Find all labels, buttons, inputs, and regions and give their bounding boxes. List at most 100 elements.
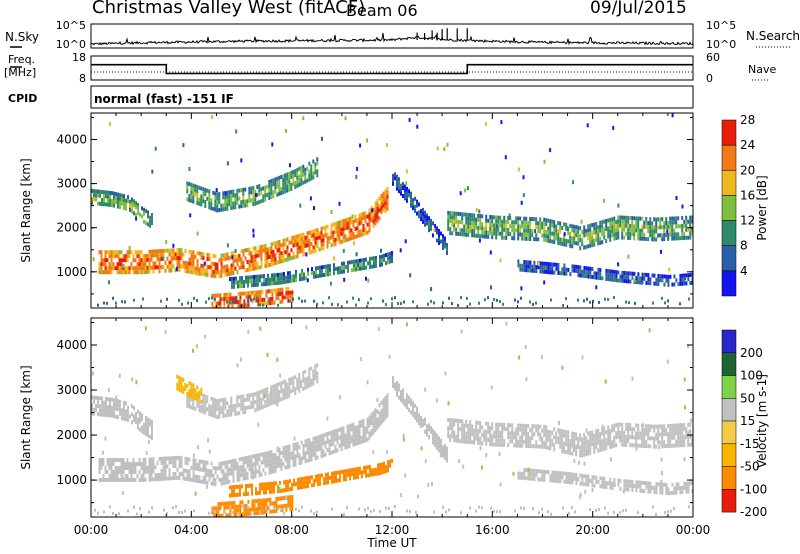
power-cell — [365, 265, 367, 270]
power-cell — [408, 193, 410, 198]
power-cell — [378, 208, 381, 213]
power-cell — [249, 295, 252, 299]
power-cell — [257, 290, 260, 295]
power-cell — [257, 282, 259, 287]
velocity-cell — [226, 464, 229, 469]
velocity-cell — [250, 466, 253, 471]
power-cell — [273, 273, 275, 278]
velocity-cell — [298, 388, 301, 393]
power-cell — [182, 252, 185, 257]
power-cell — [418, 210, 420, 215]
power-cell — [337, 266, 339, 271]
power-cell — [659, 278, 662, 283]
power-cell — [151, 221, 153, 225]
power-cell — [314, 244, 317, 249]
power-cell — [579, 234, 582, 239]
power-cell — [557, 271, 560, 275]
velocity-cell — [565, 450, 568, 455]
velocity-cell — [589, 443, 592, 447]
velocity-cell — [305, 484, 307, 489]
velocity-cell — [463, 435, 466, 440]
velocity-cell — [205, 484, 208, 489]
velocity-cell — [93, 399, 95, 404]
velocity-cell — [587, 439, 590, 444]
power-cell — [593, 275, 596, 280]
velocity-cell — [372, 426, 375, 431]
velocity-cell — [569, 476, 572, 481]
power-cell — [575, 264, 578, 269]
power-cell — [273, 300, 276, 305]
velocity-cell — [123, 416, 125, 421]
velocity-cell — [154, 473, 157, 478]
velocity-cell — [304, 381, 307, 386]
power-cell — [286, 237, 289, 242]
power-cell — [609, 221, 612, 226]
power-cell — [412, 202, 414, 207]
power-cell — [278, 183, 281, 188]
velocity-cell — [334, 437, 337, 442]
power-cell — [133, 203, 135, 208]
power-cell — [386, 190, 389, 195]
power-cell — [440, 231, 442, 236]
power-cell — [120, 258, 123, 263]
velocity-cell — [515, 439, 518, 444]
power-cell — [314, 166, 317, 171]
velocity-cell — [180, 376, 183, 381]
power-cell — [397, 301, 399, 305]
power-cell — [200, 198, 203, 203]
power-cell — [279, 276, 281, 281]
velocity-cell — [294, 375, 297, 380]
power-cell — [545, 234, 548, 239]
velocity-cell — [206, 468, 209, 473]
power-cell — [529, 233, 532, 237]
velocity-cell — [673, 443, 676, 448]
velocity-cell — [679, 443, 682, 448]
velocity-cell — [519, 423, 522, 428]
velocity-cell — [410, 410, 412, 415]
power-cell — [286, 172, 289, 177]
power-cell — [228, 194, 231, 199]
power-cell — [282, 238, 285, 243]
velocity-cell — [593, 445, 596, 450]
velocity-cell — [127, 413, 129, 418]
velocity-cell — [176, 374, 179, 379]
power-cell — [621, 278, 624, 283]
power-cell — [113, 203, 115, 208]
velocity-cell — [604, 379, 607, 384]
velocity-cell — [555, 431, 558, 436]
velocity-cell — [262, 452, 265, 457]
power-cell — [148, 269, 151, 274]
velocity-cell — [621, 430, 624, 435]
velocity-cell — [374, 420, 377, 425]
velocity-cell — [232, 458, 235, 463]
velocity-cell — [377, 467, 379, 472]
velocity-cell — [521, 423, 524, 428]
power-cell — [166, 248, 169, 253]
power-cell — [587, 232, 590, 237]
velocity-cell — [647, 481, 650, 486]
power-cell — [247, 303, 250, 308]
power-cell — [186, 261, 189, 266]
power-cell — [218, 192, 221, 197]
velocity-cell — [296, 445, 299, 450]
velocity-cell — [282, 454, 285, 459]
power-cell — [677, 282, 680, 287]
velocity-cell — [477, 428, 480, 433]
velocity-cell — [260, 397, 263, 402]
velocity-cell — [239, 488, 241, 493]
power-cell — [248, 267, 251, 272]
power-cell — [609, 277, 612, 282]
power-cell — [196, 197, 199, 201]
power-cell — [659, 217, 662, 222]
power-cell — [239, 277, 241, 282]
velocity-cell — [527, 476, 530, 481]
power-cell — [615, 236, 618, 241]
power-cell — [332, 222, 335, 227]
velocity-cell — [271, 485, 273, 490]
velocity-cell — [669, 439, 672, 444]
velocity-cell — [485, 441, 488, 446]
velocity-cell — [204, 464, 207, 469]
power-cell — [202, 191, 205, 196]
power-cell — [118, 250, 121, 255]
power-cell — [337, 270, 339, 275]
